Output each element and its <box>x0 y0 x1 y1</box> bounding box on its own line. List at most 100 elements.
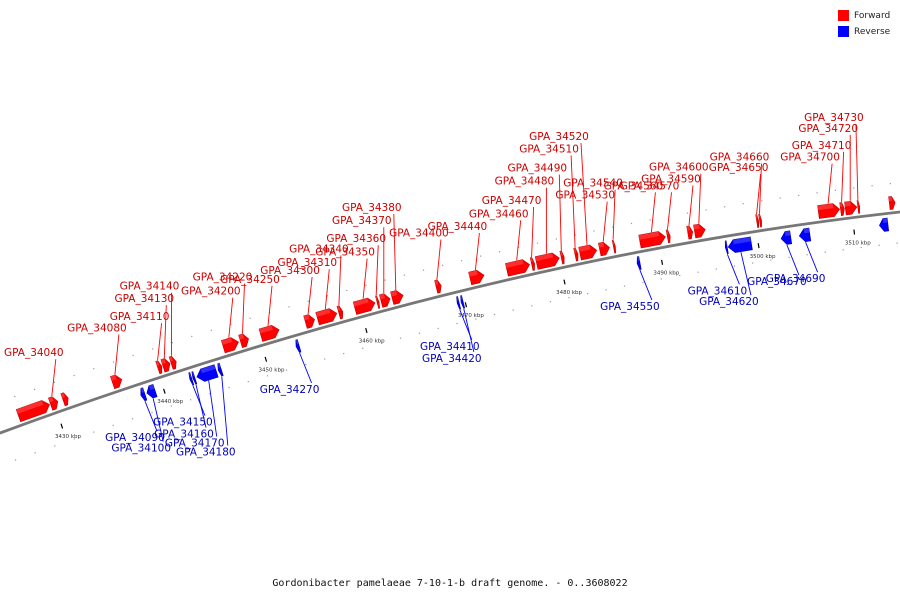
track-dot-lower <box>842 249 844 251</box>
gene-label: GPA_34690 <box>766 273 826 285</box>
gene-label: GPA_34490 <box>507 163 567 175</box>
callout-line <box>650 192 656 233</box>
gene-label: GPA_34620 <box>699 296 759 308</box>
track-dot-upper <box>230 323 232 325</box>
gene-arrow-forward <box>611 239 617 254</box>
gene-arrow-highlight <box>505 259 524 268</box>
gene-label: GPA_34610 <box>688 285 748 297</box>
gene-label: GPA_34700 <box>780 152 840 164</box>
gene-arrow-highlight <box>238 333 244 340</box>
gene-label: GPA_34550 <box>600 301 660 313</box>
gene-arrow-highlight <box>110 374 117 381</box>
callout-line <box>393 213 397 291</box>
gene-arrow-highlight <box>686 225 690 231</box>
track-dot-upper <box>612 226 614 228</box>
track-dot-upper <box>834 189 836 191</box>
track-dot-upper <box>853 187 855 189</box>
track-dot-lower <box>190 399 192 401</box>
track-dot-lower <box>343 353 345 355</box>
gene-label: GPA_34710 <box>792 140 852 152</box>
track-dot-upper <box>73 374 75 377</box>
track-dot-lower <box>132 418 134 420</box>
gene-arrow-forward <box>888 196 896 210</box>
track-dot-lower <box>15 459 17 461</box>
track-dot-lower <box>247 381 249 383</box>
gene-label: GPA_34140 <box>120 281 180 293</box>
track-dot-lower <box>266 375 269 377</box>
track-dot-lower <box>381 342 383 344</box>
track-dot-upper <box>307 300 309 302</box>
track-dot-upper <box>346 289 348 292</box>
gene-label: GPA_34150 <box>153 417 213 429</box>
callout-line <box>474 232 480 271</box>
axis-tick-label: 3460 kbp <box>359 339 385 345</box>
track-dot-lower <box>34 452 36 454</box>
gene-arrow-highlight <box>169 356 173 362</box>
callout-line <box>375 245 379 296</box>
track-dot-upper <box>112 361 115 363</box>
track-dot-lower <box>806 254 808 256</box>
gene-arrow-forward <box>559 250 565 265</box>
track-dot-upper <box>53 381 55 383</box>
gene-arrow-highlight <box>259 325 273 334</box>
axis-tick-label: 3500 kbp <box>750 254 776 260</box>
gene-label: GPA_34130 <box>114 293 174 305</box>
gene-label: GPA_34650 <box>709 162 769 174</box>
gene-arrow-highlight <box>375 295 378 301</box>
gene-arrow-highlight <box>882 218 888 223</box>
gene-label: GPA_34600 <box>649 162 709 174</box>
axis-tick-label: 3480 kbp <box>556 290 582 296</box>
track-dot-lower <box>512 309 514 311</box>
gene-label: GPA_34720 <box>798 123 858 135</box>
gene-label: GPA_34080 <box>67 322 127 334</box>
gene-arrow-forward <box>638 231 666 249</box>
gene-arrow-reverse <box>460 295 466 309</box>
track-dot-lower <box>733 265 736 267</box>
track-dot-upper <box>442 264 444 266</box>
gene-arrow-highlight <box>638 231 660 240</box>
axis-tick <box>563 279 566 285</box>
callout-line <box>163 305 167 359</box>
track-dot-upper <box>249 317 251 319</box>
gene-arrow-highlight <box>353 298 369 307</box>
track-dot-lower <box>788 256 790 258</box>
gene-labels: GPA_34040GPA_34080GPA_34110GPA_34130GPA_… <box>4 112 864 459</box>
track-dot-upper <box>593 230 595 232</box>
gene-arrow-forward <box>60 392 69 407</box>
callout-line <box>338 255 342 306</box>
gene-arrow-forward <box>315 308 338 326</box>
gene-label: GPA_34370 <box>332 215 392 227</box>
axis-tick <box>464 302 468 308</box>
gene-label: GPA_34400 <box>389 228 449 240</box>
gene-arrow-forward <box>15 400 50 423</box>
gene-arrow-highlight <box>612 240 615 245</box>
callout-line <box>855 123 859 200</box>
gene-arrow-highlight <box>295 339 299 345</box>
gene-label: GPA_34590 <box>641 173 701 185</box>
gene-arrow-highlight <box>140 387 145 393</box>
gene-label: GPA_34340 <box>289 243 349 255</box>
gene-arrow-highlight <box>434 279 439 285</box>
gene-arrow-forward <box>352 297 376 315</box>
axis-tick <box>853 229 856 235</box>
track-dot-upper <box>210 329 212 331</box>
gene-arrow-highlight <box>637 256 640 262</box>
gene-arrow-forward <box>258 324 280 342</box>
track-dot-lower <box>399 337 402 339</box>
track-dot-lower <box>824 251 826 253</box>
gene-arrow-reverse <box>217 362 224 377</box>
track-dot-lower <box>623 285 626 287</box>
gene-arrow-forward <box>468 269 485 286</box>
axis-tick <box>163 388 166 394</box>
label-callouts <box>51 123 859 446</box>
track-dot-upper <box>816 192 818 194</box>
callout-line <box>463 308 475 353</box>
track-dot-lower <box>437 327 439 329</box>
gene-label: GPA_34200 <box>181 286 241 298</box>
gene-label: GPA_34180 <box>176 447 236 459</box>
gene-arrow-highlight <box>468 270 478 277</box>
track-dot-upper <box>742 203 744 205</box>
gene-label: GPA_34530 <box>555 190 615 202</box>
track-dot-upper <box>422 269 425 271</box>
